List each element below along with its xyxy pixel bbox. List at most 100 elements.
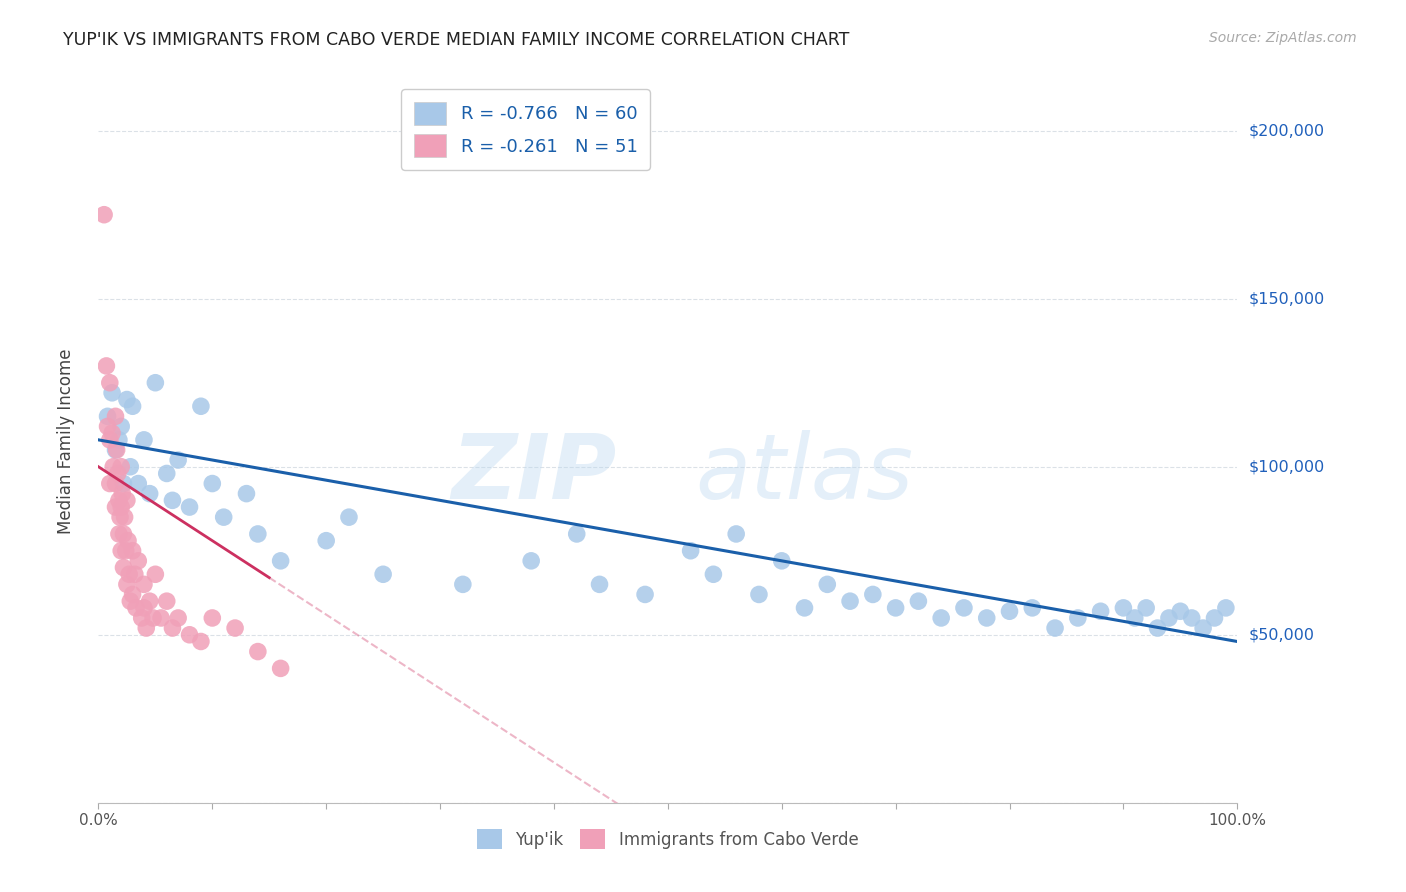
Point (132, 600, 155, 615)
Point (105, 442, 128, 457)
Point (839, 594, 862, 608)
Point (337, 510, 360, 524)
Point (108, 433, 131, 447)
Point (132, 433, 155, 447)
Point (107, 467, 129, 481)
Point (862, 587, 884, 601)
Point (121, 543, 143, 558)
Point (108, 527, 131, 541)
Point (114, 510, 136, 524)
Point (246, 644, 269, 658)
Point (104, 476, 127, 491)
Point (118, 567, 141, 582)
Point (1112, 600, 1135, 615)
Point (1215, 600, 1237, 615)
Point (224, 621, 246, 635)
Point (1170, 604, 1192, 618)
Point (179, 628, 201, 642)
Point (111, 486, 134, 500)
Point (1135, 600, 1157, 615)
Point (142, 611, 165, 625)
Point (702, 567, 724, 582)
Point (588, 577, 610, 591)
Text: YUP'IK VS IMMIGRANTS FROM CABO VERDE MEDIAN FAMILY INCOME CORRELATION CHART: YUP'IK VS IMMIGRANTS FROM CABO VERDE MED… (63, 31, 849, 49)
Point (127, 476, 149, 491)
Point (101, 426, 124, 441)
Point (138, 486, 160, 500)
Point (110, 419, 132, 434)
Point (117, 533, 139, 548)
Point (135, 621, 157, 635)
Point (115, 493, 138, 508)
Point (112, 527, 135, 541)
Point (1043, 621, 1066, 635)
Point (725, 527, 748, 541)
Text: Source: ZipAtlas.com: Source: ZipAtlas.com (1209, 31, 1357, 45)
Point (114, 543, 136, 558)
Point (929, 611, 952, 625)
Point (212, 510, 235, 524)
Point (110, 459, 132, 474)
Point (132, 577, 155, 591)
Point (112, 476, 135, 491)
Point (998, 604, 1021, 618)
Point (679, 543, 702, 558)
Point (565, 527, 588, 541)
Text: atlas: atlas (696, 430, 914, 518)
Point (120, 459, 142, 474)
Point (634, 587, 657, 601)
Point (1067, 611, 1090, 625)
Point (104, 409, 127, 424)
Point (976, 611, 998, 625)
Point (770, 554, 793, 568)
Point (101, 385, 124, 400)
Point (162, 621, 184, 635)
Point (190, 634, 212, 648)
Point (167, 453, 190, 467)
Point (815, 577, 838, 591)
Text: ZIP: ZIP (451, 430, 617, 518)
Text: $150,000: $150,000 (1249, 291, 1324, 306)
Point (150, 611, 173, 625)
Point (156, 594, 179, 608)
Point (1021, 600, 1043, 615)
Point (201, 476, 224, 491)
Point (110, 543, 132, 558)
Point (748, 587, 770, 601)
Point (115, 577, 138, 591)
Point (127, 554, 149, 568)
Point (1181, 611, 1204, 625)
Point (162, 493, 184, 508)
Point (270, 554, 292, 568)
Point (115, 392, 138, 407)
Point (131, 611, 153, 625)
Point (793, 600, 815, 615)
Point (235, 486, 257, 500)
Point (110, 500, 132, 514)
Point (1192, 621, 1215, 635)
Point (108, 493, 131, 508)
Point (98, 433, 121, 447)
Point (93, 208, 115, 222)
Point (1146, 621, 1168, 635)
Point (121, 399, 143, 413)
Point (520, 554, 543, 568)
Point (371, 567, 394, 582)
Text: $200,000: $200,000 (1249, 123, 1324, 138)
Point (112, 560, 135, 574)
Point (1123, 611, 1146, 625)
Point (451, 577, 474, 591)
Point (190, 399, 212, 413)
Point (125, 600, 148, 615)
Point (124, 567, 146, 582)
Point (270, 661, 292, 675)
Point (1204, 611, 1226, 625)
Point (179, 500, 201, 514)
Point (120, 594, 142, 608)
Point (1090, 604, 1112, 618)
Point (201, 611, 224, 625)
Point (246, 527, 269, 541)
Point (96, 359, 118, 373)
Point (1157, 611, 1180, 625)
Point (96, 419, 118, 434)
